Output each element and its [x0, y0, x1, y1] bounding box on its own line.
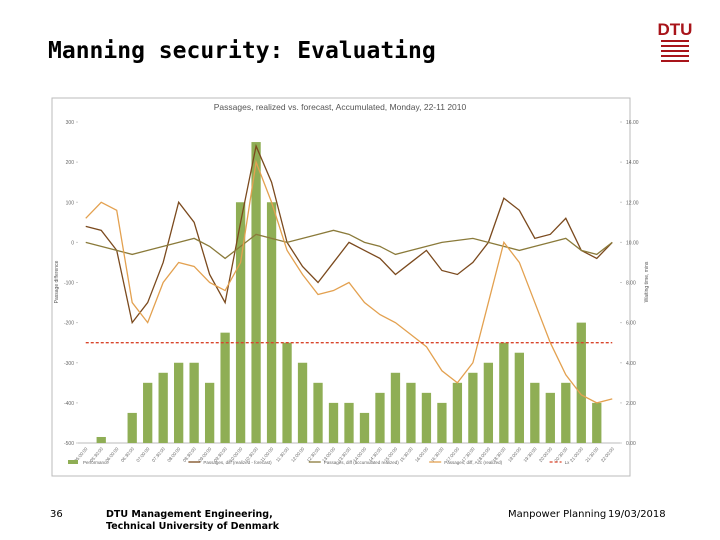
bar	[437, 402, 447, 443]
y2-tick-label: 6.00	[626, 321, 636, 327]
bar	[561, 382, 571, 443]
y-tick-label: 300	[66, 120, 75, 126]
logo-text: DTU	[658, 20, 693, 39]
logo-bars	[661, 40, 689, 62]
y2-tick-label: 10.00	[626, 240, 639, 246]
y2-axis-label: Waiting time, mins	[644, 261, 650, 302]
bar	[592, 402, 602, 443]
bar	[421, 392, 432, 443]
footer-date: 19/03/2018	[608, 509, 666, 520]
chart-title: Passages, realized vs. forecast, Accumul…	[214, 102, 467, 112]
y-tick-label: -500	[64, 441, 74, 447]
footer-topic: Manpower Planning	[508, 509, 607, 520]
bar	[390, 372, 401, 443]
y2-tick-label: 0.00	[626, 441, 636, 447]
bar	[375, 392, 385, 443]
bar	[158, 372, 168, 443]
bar	[204, 382, 215, 443]
bar	[530, 382, 540, 443]
bar	[143, 382, 153, 443]
bar	[251, 142, 261, 443]
bar	[235, 202, 246, 443]
logo: DTU	[658, 20, 693, 62]
line	[85, 143, 613, 325]
bar	[220, 332, 230, 443]
footer-org: DTU Management Engineering, Technical Un…	[106, 509, 279, 533]
bar	[282, 342, 292, 443]
line	[85, 229, 613, 260]
bar	[514, 352, 524, 443]
y2-tick-label: 8.00	[626, 281, 636, 287]
y-tick-label: -100	[64, 281, 74, 287]
y2-tick-label: 16.00	[626, 120, 639, 126]
y-axis-label: Passage difference	[54, 260, 60, 303]
bar	[452, 382, 463, 443]
y-tick-label: -400	[64, 401, 74, 407]
bar	[359, 412, 370, 443]
bar	[545, 392, 555, 443]
bar	[576, 322, 586, 443]
slide-title: Manning security: Evaluating	[48, 38, 436, 64]
legend-label: Performance	[83, 460, 109, 465]
legend-item: Lx	[549, 460, 571, 465]
bar	[313, 382, 323, 443]
legend-swatch	[68, 460, 78, 464]
bar	[96, 436, 106, 443]
line	[85, 159, 613, 404]
y-tick-label: 0	[71, 240, 74, 246]
legend-label: Passages, diff (accumulated realized)	[324, 460, 399, 465]
y-tick-label: -300	[64, 361, 74, 367]
legend-item: Passages, diff (realized - forecast)	[188, 460, 272, 465]
footer-org-line: DTU Management Engineering,	[106, 509, 273, 520]
bar	[189, 362, 199, 443]
y2-tick-label: 4.00	[626, 361, 636, 367]
legend-label: Lx	[565, 460, 571, 465]
bar	[297, 362, 308, 443]
legend-item: Passages, diff, Acc (realized)	[429, 460, 503, 465]
bar	[127, 412, 137, 443]
y-tick-label: -200	[64, 321, 74, 327]
y-tick-label: 200	[66, 160, 75, 166]
legend-label: Passages, diff (realized - forecast)	[203, 460, 272, 465]
bar	[499, 342, 509, 443]
bar	[344, 402, 354, 443]
legend-item: Performance	[68, 460, 109, 465]
bar	[483, 362, 494, 443]
y2-tick-label: 14.00	[626, 160, 639, 166]
y2-tick-label: 2.00	[626, 401, 636, 407]
legend-label: Passages, diff, Acc (realized)	[444, 460, 502, 465]
bar	[406, 382, 416, 443]
legend-item: Passages, diff (accumulated realized)	[308, 460, 399, 465]
bar	[266, 202, 277, 443]
page-number: 36	[50, 509, 63, 520]
bar	[468, 372, 478, 443]
chart: Passages, realized vs. forecast, Accumul…	[51, 97, 650, 477]
footer-org-line: Technical University of Denmark	[106, 521, 280, 532]
bar	[328, 402, 339, 443]
bar	[174, 362, 184, 443]
y2-tick-label: 12.00	[626, 200, 639, 206]
y-tick-label: 100	[66, 200, 75, 206]
